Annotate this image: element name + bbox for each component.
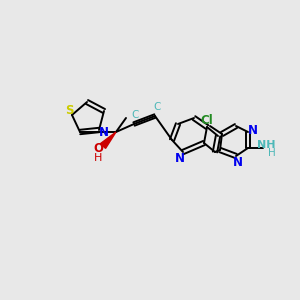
- Text: H: H: [94, 153, 102, 163]
- Text: Cl: Cl: [201, 113, 213, 127]
- Text: N: N: [233, 155, 243, 169]
- Text: O: O: [93, 142, 103, 155]
- Text: N: N: [248, 124, 258, 136]
- Text: C: C: [131, 110, 139, 120]
- Text: S: S: [65, 104, 73, 118]
- Text: C: C: [153, 102, 161, 112]
- Text: N: N: [99, 125, 109, 139]
- Text: H: H: [268, 148, 276, 158]
- Text: N: N: [175, 152, 185, 166]
- Text: NH: NH: [257, 140, 275, 150]
- Polygon shape: [100, 132, 116, 148]
